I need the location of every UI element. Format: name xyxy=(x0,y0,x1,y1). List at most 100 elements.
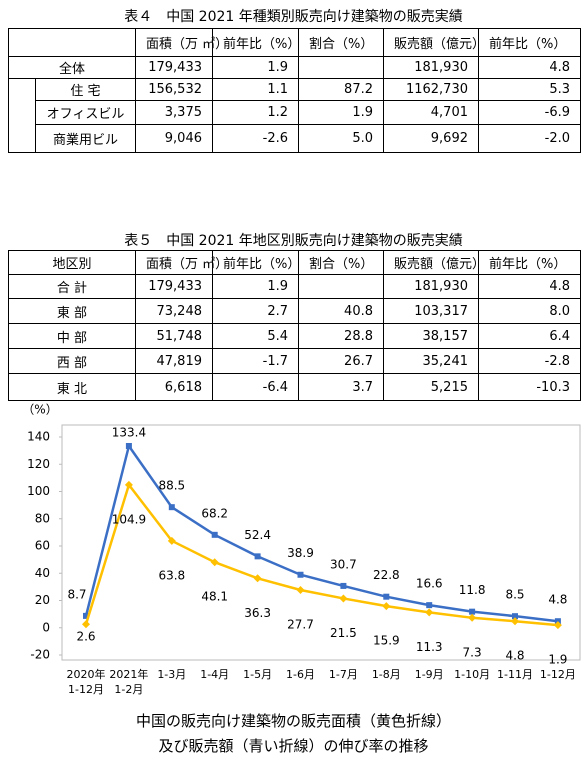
y-tick-label: 100 xyxy=(27,484,50,498)
table-cell xyxy=(8,28,136,57)
table-row: 面積（万 ㎡） 前年比（%） 割合（%） 販売額（億元） 前年比（%） xyxy=(8,28,581,57)
x-tick-label: 1-9月 xyxy=(414,668,444,681)
data-label: 8.5 xyxy=(505,588,524,602)
data-label: 2.6 xyxy=(76,630,95,644)
table-row: 全体 179,433 1.9 181,930 4.8 xyxy=(8,56,581,79)
caption: 及び販売額（青い折線）の伸び率の推移 xyxy=(158,737,429,755)
table-cell: 9,046 xyxy=(135,124,213,153)
table-cell: 住 宅 xyxy=(35,78,136,101)
data-label: 8.7 xyxy=(67,587,86,601)
plot-area xyxy=(61,424,581,661)
y-tick-label: 40 xyxy=(35,566,50,580)
y-tick-label: 80 xyxy=(35,511,50,525)
data-point xyxy=(469,608,476,615)
table-cell: 6,618 xyxy=(135,373,213,401)
table-row: 東 部 73,248 2.7 40.8 103,317 8.0 xyxy=(8,298,581,324)
table-cell: -6.9 xyxy=(478,100,581,125)
data-point xyxy=(426,602,433,609)
data-point xyxy=(124,480,133,489)
data-label: 4.8 xyxy=(548,593,567,607)
data-line xyxy=(84,443,559,623)
table-cell: 3.7 xyxy=(298,373,384,401)
data-label: 11.3 xyxy=(416,640,443,654)
table-cell: -2.0 xyxy=(478,124,581,153)
table-cell: -2.6 xyxy=(212,124,299,153)
data-label: 21.5 xyxy=(330,626,357,640)
table-title: 表４ 中国 2021 年種類別販売向け建築物の販売実績 xyxy=(124,9,463,25)
data-label: 11.8 xyxy=(459,583,486,597)
data-label: 36.3 xyxy=(244,606,271,620)
x-tick-label: 1-8月 xyxy=(371,668,401,681)
table-cell: 販売額（億元） xyxy=(383,250,485,275)
table-cell: 前年比（%） xyxy=(478,250,581,275)
data-point xyxy=(382,602,391,611)
data-point xyxy=(339,594,348,603)
x-tick-label: 1-3月 xyxy=(157,668,187,681)
data-point xyxy=(425,608,434,617)
table-title: 表５ 中国 2021 年地区別販売向け建築物の販売実績 xyxy=(124,233,463,249)
data-label: 88.5 xyxy=(158,479,185,493)
x-tick-label: 1-12月 xyxy=(539,668,576,681)
data-point xyxy=(210,558,219,567)
table: 地区別 面積（万 ㎡） 前年比（%） 割合（%） 販売額（億元） 前年比（%）合 計 179… xyxy=(8,250,581,401)
data-label: 38.9 xyxy=(287,546,314,560)
x-tick-label: 1-11月 xyxy=(497,668,533,681)
table-cell: 40.8 xyxy=(298,298,384,324)
data-point xyxy=(167,536,176,545)
data-point xyxy=(211,531,218,538)
table-cell: 面積（万 ㎡） xyxy=(135,28,228,57)
table-cell: 割合（%） xyxy=(298,250,384,275)
data-point xyxy=(512,613,518,620)
data-point xyxy=(82,620,90,629)
data-point xyxy=(383,593,390,600)
table-cell: -10.3 xyxy=(478,373,581,401)
data-point xyxy=(340,582,347,589)
data-point xyxy=(468,613,477,622)
table-cell: 47,819 xyxy=(135,348,213,374)
x-tick-label: 1-6月 xyxy=(286,668,315,681)
data-label: 4.8 xyxy=(505,649,524,663)
x-tick-label: 2021年 1-2月 xyxy=(109,668,149,696)
data-label: 1.9 xyxy=(548,653,567,667)
data-point xyxy=(253,574,262,583)
table-cell: -2.8 xyxy=(478,348,581,374)
data-label: 52.4 xyxy=(244,528,271,542)
data-label: 63.8 xyxy=(158,568,185,582)
data-point xyxy=(254,553,261,560)
table-cell: 3,375 xyxy=(135,100,213,125)
table-row: 商業用ビル 9,046 -2.6 5.0 9,692 -2.0 xyxy=(9,124,581,153)
table-cell: 73,248 xyxy=(135,298,213,324)
table-cell: 179,433 xyxy=(135,274,213,299)
y-tick-label: -20 xyxy=(30,648,50,662)
table: 面積（万 ㎡） 前年比（%） 割合（%） 販売額（億元） 前年比（%） 全体 179,433… xyxy=(8,28,581,153)
table-cell: 8.0 xyxy=(478,298,581,324)
data-label: 22.8 xyxy=(373,568,400,582)
data-point xyxy=(125,442,132,449)
table-cell: 割合（%） xyxy=(298,28,384,57)
table-cell xyxy=(8,78,36,153)
data-label: 27.7 xyxy=(287,618,314,632)
data-point xyxy=(168,504,175,511)
table-cell: 前年比（%） xyxy=(478,28,581,57)
caption: 中国の販売向け建築物の販売面積（黄色折線） xyxy=(135,712,451,730)
data-label: 48.1 xyxy=(201,590,228,604)
table-cell: 中 部 xyxy=(8,323,136,349)
table-cell: 28.8 xyxy=(298,323,384,349)
table-cell: 4.8 xyxy=(478,274,581,299)
x-tick-label: 1-7月 xyxy=(328,668,358,681)
table-row: 中 部 51,748 5.4 28.8 38,157 6.4 xyxy=(8,323,581,349)
y-tick-label: 120 xyxy=(27,457,50,471)
y-tick-label: 0 xyxy=(42,620,50,634)
data-label: 30.7 xyxy=(330,557,357,571)
data-point xyxy=(553,621,562,630)
table-cell: 9,692 xyxy=(383,124,479,153)
data-label: 68.2 xyxy=(201,506,228,520)
x-tick-label: 1-5月 xyxy=(243,668,273,681)
data-point xyxy=(297,571,304,578)
data-point xyxy=(296,586,305,595)
table-cell: 26.7 xyxy=(298,348,384,374)
y-tick-label: 60 xyxy=(35,539,50,553)
table-cell: 5,215 xyxy=(383,373,479,401)
table-cell: 面積（万 ㎡） xyxy=(135,250,228,275)
